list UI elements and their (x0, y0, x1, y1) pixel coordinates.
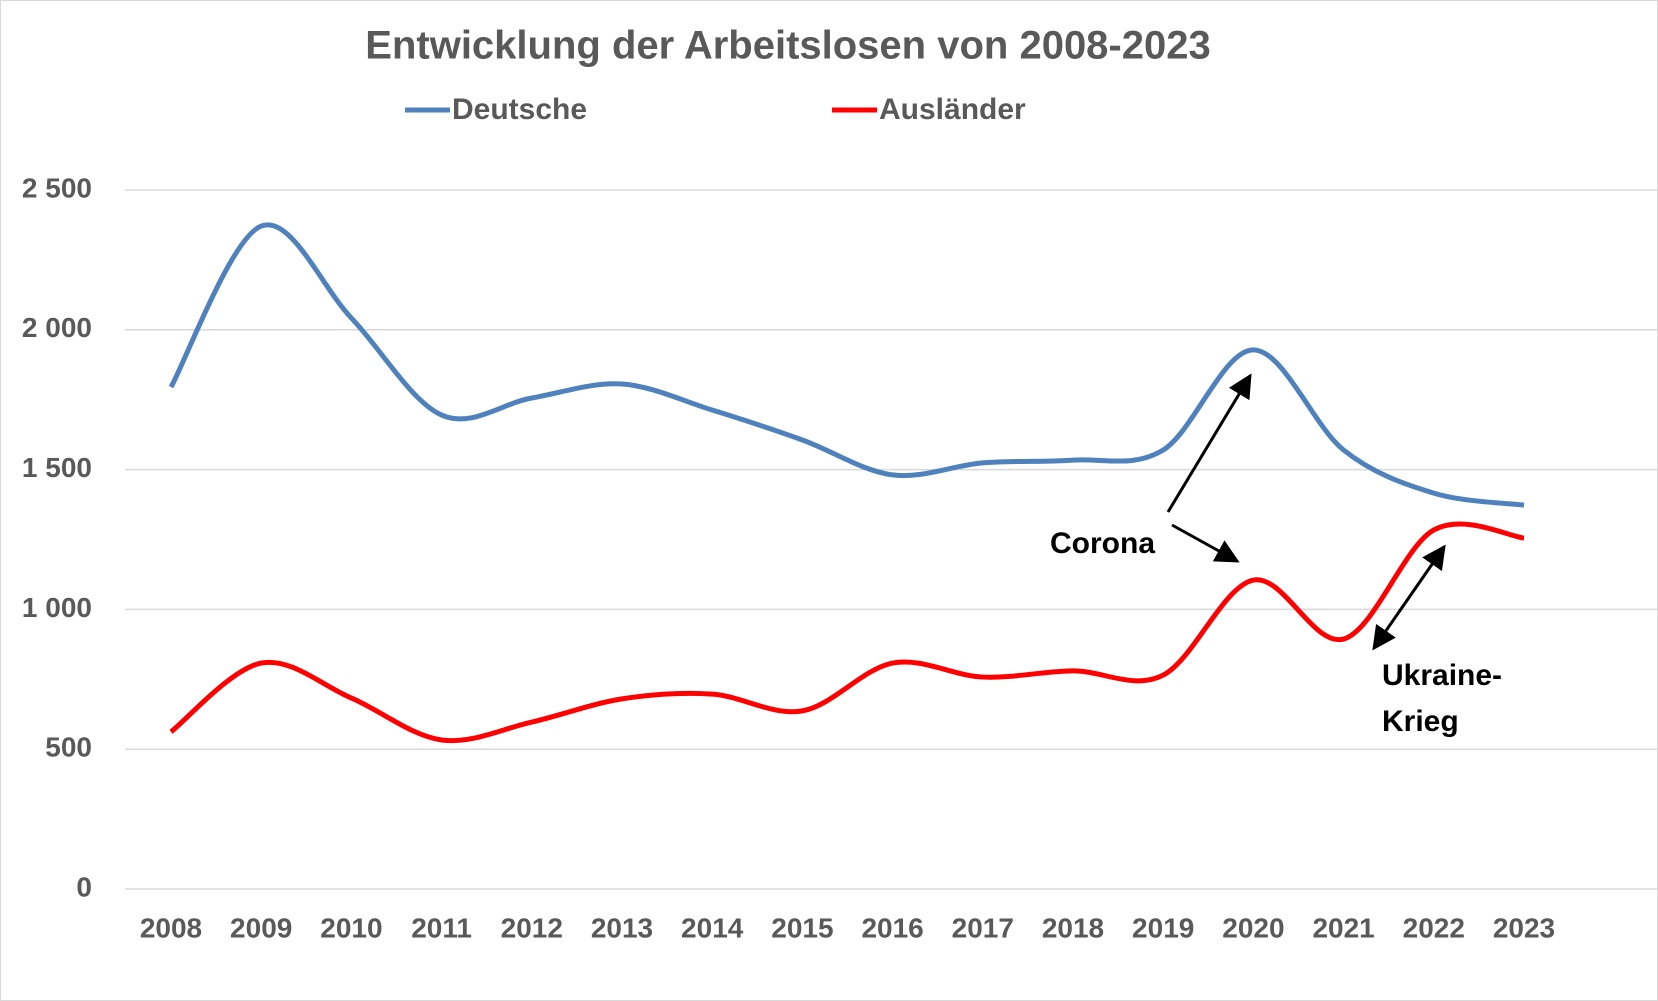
arrow (1166, 373, 1252, 513)
x-tick-label: 2019 (1132, 912, 1194, 943)
line (169, 521, 1525, 744)
y-tick-label: 1 500 (22, 452, 92, 483)
x-tick-label: 2009 (230, 912, 292, 943)
arrow (1171, 523, 1240, 563)
y-tick-label: 500 (45, 732, 92, 763)
annotation: Corona (1050, 527, 1155, 560)
chart-title: Entwicklung der Arbeitslosen von 2008-20… (365, 24, 1210, 68)
x-tick-label: 2022 (1403, 912, 1465, 943)
annotation: Ukraine- (1382, 659, 1502, 692)
x-tick-label: 2014 (681, 912, 744, 943)
y-tick-label: 0 (76, 871, 92, 902)
x-tick-label: 2012 (501, 912, 563, 943)
x-tick-label: 2017 (952, 912, 1014, 943)
x-tick-label: 2020 (1222, 912, 1284, 943)
annotation: Krieg (1382, 705, 1459, 738)
y-tick-label: 1 000 (22, 592, 92, 623)
y-tick-label: 2 500 (22, 172, 92, 203)
x-tick-label: 2021 (1312, 912, 1374, 943)
x-tick-label: 2013 (591, 912, 653, 943)
x-tick-label: 2010 (320, 912, 382, 943)
x-tick-label: 2018 (1042, 912, 1104, 943)
x-tick-label: 2015 (771, 912, 833, 943)
line (168, 222, 1525, 508)
x-tick-label: 2011 (411, 912, 472, 943)
x-tick-label: 2016 (861, 912, 923, 943)
x-tick-label: 2023 (1493, 912, 1555, 943)
x-tick-label: 2008 (140, 912, 202, 943)
legend-label: Ausländer (879, 93, 1026, 126)
legend-label: Deutsche (452, 93, 587, 126)
y-tick-label: 2 000 (22, 312, 92, 343)
arrow (1372, 544, 1446, 651)
